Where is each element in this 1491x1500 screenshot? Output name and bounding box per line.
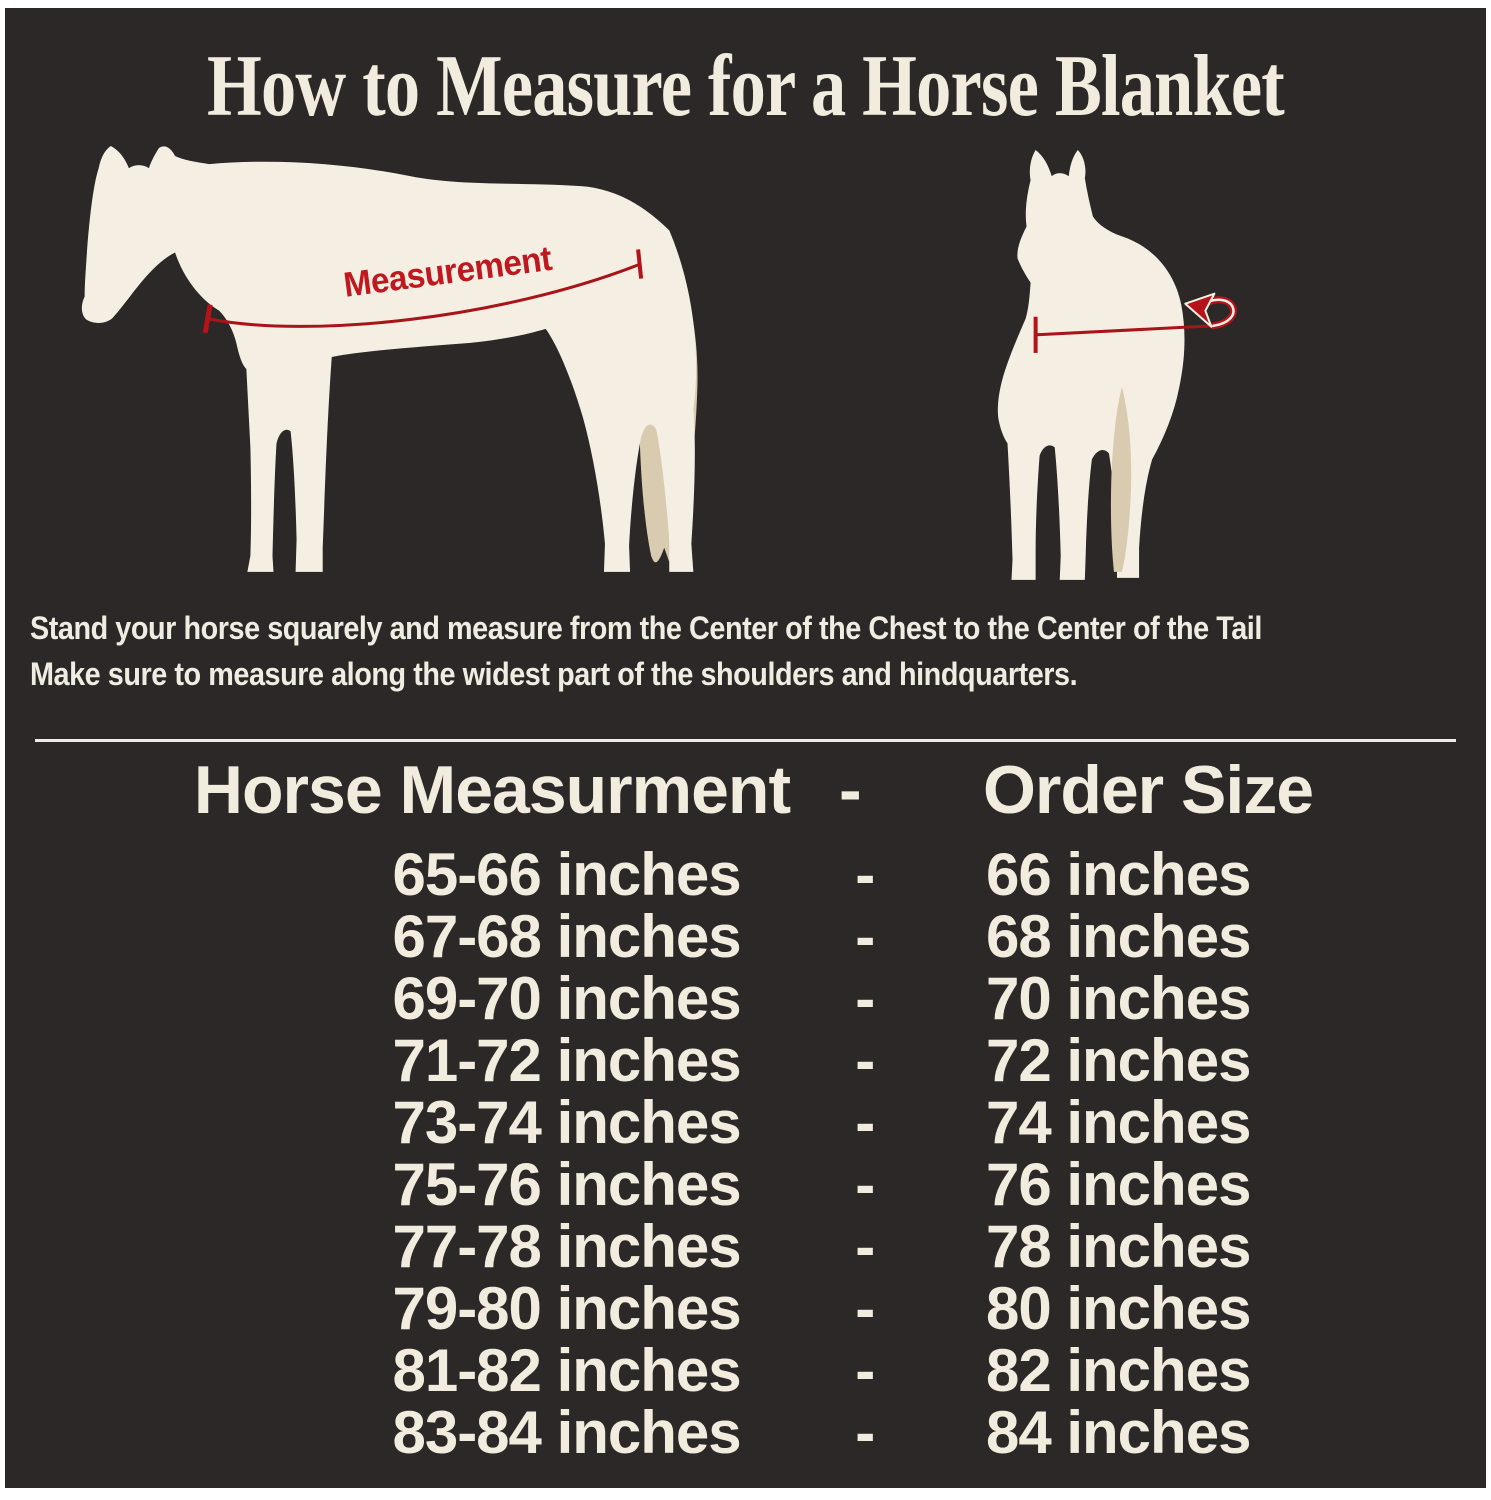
- separator-dash: -: [855, 1151, 875, 1218]
- order-size-value: 76 inches: [985, 1151, 1252, 1218]
- table-row: 75-76 inches - 76 inches: [0, 1154, 1491, 1216]
- instruction-line-1: Stand your horse squarely and measure fr…: [30, 610, 1262, 646]
- instruction-line-2: Make sure to measure along the widest pa…: [30, 656, 1078, 692]
- separator-dash: -: [855, 1027, 875, 1094]
- header-order-size: Order Size: [982, 752, 1314, 828]
- header-horse-measurement: Horse Measurment: [193, 752, 791, 828]
- table-row: 69-70 inches - 70 inches: [0, 968, 1491, 1030]
- separator-dash: -: [855, 1213, 875, 1280]
- separator-dash: -: [855, 1337, 875, 1404]
- separator-dash: -: [855, 1399, 875, 1466]
- table-row: 81-82 inches - 82 inches: [0, 1340, 1491, 1402]
- table-row: 67-68 inches - 68 inches: [0, 906, 1491, 968]
- table-header: Horse Measurment - Order Size: [0, 744, 1491, 836]
- order-size-value: 68 inches: [985, 903, 1252, 970]
- horse-measurement-value: 69-70 inches: [392, 965, 741, 1032]
- separator-dash: -: [855, 965, 875, 1032]
- table-rows: 65-66 inches - 66 inches 67-68 inches - …: [0, 844, 1491, 1464]
- table-row: 65-66 inches - 66 inches: [0, 844, 1491, 906]
- page-title: How to Measure for a Horse Blanket: [207, 38, 1285, 135]
- separator-dash: -: [855, 841, 875, 908]
- table-row: 71-72 inches - 72 inches: [0, 1030, 1491, 1092]
- horse-measurement-value: 65-66 inches: [392, 841, 741, 908]
- horse-measurement-value: 83-84 inches: [392, 1399, 741, 1466]
- order-size-value: 80 inches: [985, 1275, 1252, 1342]
- horse-measurement-value: 75-76 inches: [392, 1151, 741, 1218]
- order-size-value: 84 inches: [985, 1399, 1252, 1466]
- order-size-value: 70 inches: [985, 965, 1252, 1032]
- horse-measurement-value: 81-82 inches: [392, 1337, 741, 1404]
- order-size-value: 72 inches: [985, 1027, 1252, 1094]
- size-table: Horse Measurment - Order Size 65-66 inch…: [0, 744, 1491, 1464]
- order-size-value: 66 inches: [985, 841, 1252, 908]
- header-separator-dash: -: [839, 752, 862, 828]
- horse-measurement-value: 67-68 inches: [392, 903, 741, 970]
- order-size-value: 78 inches: [985, 1213, 1252, 1280]
- horse-measurement-value: 77-78 inches: [392, 1213, 741, 1280]
- table-row: 79-80 inches - 80 inches: [0, 1278, 1491, 1340]
- divider-line: [35, 739, 1456, 742]
- table-row: 73-74 inches - 74 inches: [0, 1092, 1491, 1154]
- order-size-value: 82 inches: [985, 1337, 1252, 1404]
- separator-dash: -: [855, 1089, 875, 1156]
- table-row: 77-78 inches - 78 inches: [0, 1216, 1491, 1278]
- separator-dash: -: [855, 1275, 875, 1342]
- separator-dash: -: [855, 903, 875, 970]
- horse-measurement-value: 71-72 inches: [392, 1027, 741, 1094]
- order-size-value: 74 inches: [985, 1089, 1252, 1156]
- table-row: 83-84 inches - 84 inches: [0, 1402, 1491, 1464]
- horse-measurement-value: 79-80 inches: [392, 1275, 741, 1342]
- horse-measurement-value: 73-74 inches: [392, 1089, 741, 1156]
